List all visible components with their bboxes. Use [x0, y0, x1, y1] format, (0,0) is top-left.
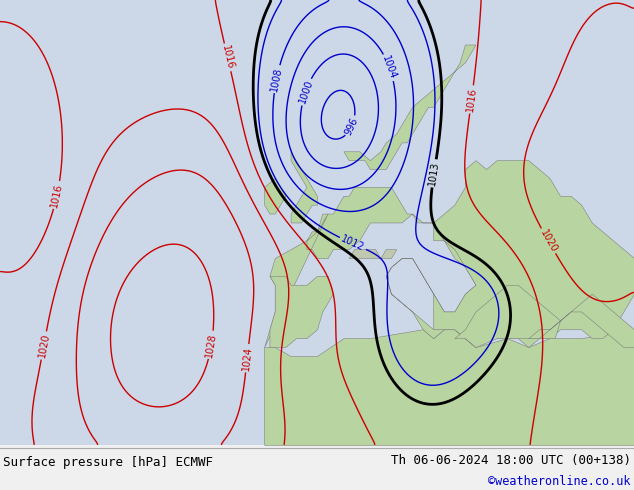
Text: 1020: 1020: [538, 228, 559, 254]
Text: Surface pressure [hPa] ECMWF: Surface pressure [hPa] ECMWF: [3, 456, 213, 468]
Text: 1016: 1016: [220, 44, 235, 71]
Text: Th 06-06-2024 18:00 UTC (00+138): Th 06-06-2024 18:00 UTC (00+138): [391, 454, 631, 467]
Text: 1013: 1013: [427, 161, 441, 186]
Text: 1016: 1016: [465, 87, 478, 112]
Text: 1012: 1012: [340, 234, 366, 253]
Text: 1020: 1020: [37, 333, 51, 359]
Text: 1024: 1024: [241, 345, 254, 371]
Text: 1016: 1016: [49, 182, 65, 208]
Text: 1028: 1028: [204, 332, 218, 358]
Text: 1004: 1004: [380, 54, 398, 81]
Text: ©weatheronline.co.uk: ©weatheronline.co.uk: [488, 475, 631, 489]
Text: 1008: 1008: [269, 66, 284, 92]
Text: 996: 996: [344, 116, 360, 137]
Text: 1000: 1000: [297, 78, 314, 105]
